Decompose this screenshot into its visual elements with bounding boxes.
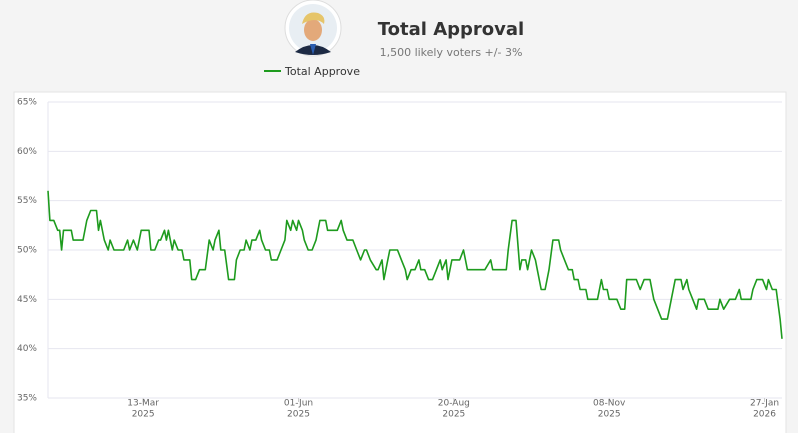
legend-label: Total Approve	[284, 65, 360, 78]
plot-panel	[13, 91, 787, 433]
y-tick-label: 60%	[17, 147, 37, 157]
x-tick-year: 2025	[287, 410, 310, 420]
y-tick-label: 55%	[17, 196, 37, 206]
x-tick-label: 20-Aug	[438, 399, 470, 409]
x-tick-label: 27-Jan	[750, 399, 779, 409]
x-tick-year: 2025	[598, 410, 621, 420]
x-tick-label: 08-Nov	[593, 399, 626, 409]
legend-item: Total Approve	[264, 65, 360, 78]
y-tick-label: 45%	[17, 295, 37, 305]
y-tick-label: 50%	[17, 246, 37, 256]
x-tick-year: 2026	[753, 410, 776, 420]
x-tick-year: 2025	[442, 410, 465, 420]
y-tick-label: 35%	[17, 394, 37, 404]
data-line	[47, 190, 783, 339]
chart-title: Total Approval	[378, 19, 524, 40]
y-tick-label: 40%	[17, 344, 37, 354]
x-tick-year: 2025	[132, 410, 155, 420]
avatar	[284, 0, 342, 57]
chart-subtitle: 1,500 likely voters +/- 3%	[380, 46, 523, 59]
y-tick-label: 65%	[17, 98, 37, 108]
x-tick-label: 01-Jun	[284, 399, 313, 409]
x-tick-label: 13-Mar	[127, 399, 159, 409]
